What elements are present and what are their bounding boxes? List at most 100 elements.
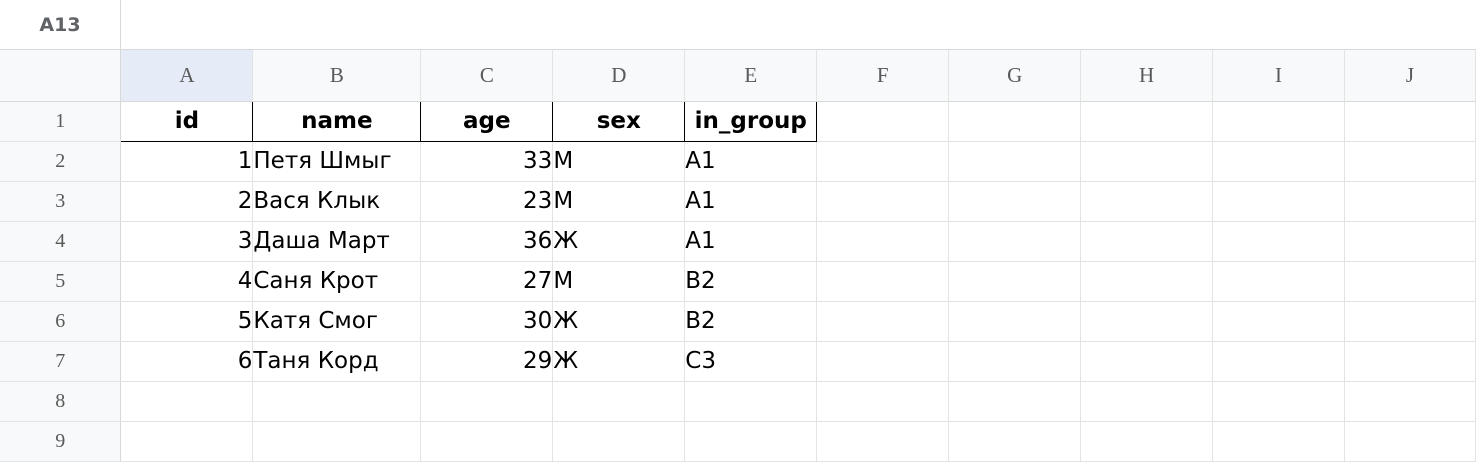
cell-name[interactable]: Катя Смог <box>252 301 422 342</box>
cell[interactable] <box>1344 101 1476 142</box>
cell-name[interactable]: Саня Крот <box>252 261 422 302</box>
cell[interactable] <box>1080 421 1214 462</box>
cell[interactable] <box>816 221 950 262</box>
cell-age[interactable]: 33 <box>420 141 554 182</box>
cell[interactable] <box>1344 341 1476 382</box>
cell[interactable] <box>1080 341 1214 382</box>
cell-sex[interactable]: Ж <box>552 341 686 382</box>
cell[interactable] <box>1212 141 1345 182</box>
cell-sex[interactable]: Ж <box>552 221 686 262</box>
cell[interactable] <box>1212 221 1345 262</box>
formula-input[interactable] <box>121 0 1476 49</box>
cell[interactable] <box>1344 421 1476 462</box>
cell[interactable] <box>816 101 950 142</box>
cell[interactable] <box>684 421 818 462</box>
column-header-f[interactable]: F <box>816 50 950 102</box>
cell[interactable] <box>252 381 422 422</box>
cell-age[interactable]: 29 <box>420 341 554 382</box>
cell[interactable] <box>1080 101 1214 142</box>
cell-id[interactable]: 5 <box>120 301 254 342</box>
column-header-i[interactable]: I <box>1212 50 1345 102</box>
cell[interactable] <box>1080 141 1214 182</box>
cell[interactable] <box>1080 181 1214 222</box>
header-cell-id[interactable]: id <box>120 100 254 142</box>
cell-age[interactable]: 30 <box>420 301 554 342</box>
cell-id[interactable]: 6 <box>120 341 254 382</box>
column-header-g[interactable]: G <box>948 50 1082 102</box>
column-header-d[interactable]: D <box>552 50 686 102</box>
cell[interactable] <box>816 341 950 382</box>
cell[interactable] <box>1212 301 1345 342</box>
cell[interactable] <box>948 141 1082 182</box>
cell[interactable] <box>1344 261 1476 302</box>
cell[interactable] <box>816 301 950 342</box>
cell[interactable] <box>1344 301 1476 342</box>
cell[interactable] <box>1212 381 1345 422</box>
column-header-e[interactable]: E <box>684 50 818 102</box>
cell[interactable] <box>948 381 1082 422</box>
cell-id[interactable]: 1 <box>120 141 254 182</box>
header-cell-sex[interactable]: sex <box>552 100 686 142</box>
cell[interactable] <box>1212 421 1345 462</box>
cell-in-group[interactable]: B2 <box>684 301 818 342</box>
row-header-6[interactable]: 6 <box>0 301 122 342</box>
cell[interactable] <box>1212 181 1345 222</box>
cell[interactable] <box>1344 181 1476 222</box>
row-header-9[interactable]: 9 <box>0 421 122 462</box>
cell-in-group[interactable]: C3 <box>684 341 818 382</box>
cell[interactable] <box>1080 301 1214 342</box>
cell-age[interactable]: 23 <box>420 181 554 222</box>
cell[interactable] <box>948 221 1082 262</box>
row-header-5[interactable]: 5 <box>0 261 122 302</box>
cell-sex[interactable]: М <box>552 141 686 182</box>
cell[interactable] <box>1212 341 1345 382</box>
cell[interactable] <box>948 421 1082 462</box>
cell-name[interactable]: Вася Клык <box>252 181 422 222</box>
cell[interactable] <box>816 141 950 182</box>
cell-name[interactable]: Петя Шмыг <box>252 141 422 182</box>
cell-in-group[interactable]: A1 <box>684 141 818 182</box>
cell[interactable] <box>948 101 1082 142</box>
cell[interactable] <box>120 421 254 462</box>
row-header-4[interactable]: 4 <box>0 221 122 262</box>
cell[interactable] <box>1212 101 1345 142</box>
cell[interactable] <box>948 301 1082 342</box>
row-header-7[interactable]: 7 <box>0 341 122 382</box>
row-header-2[interactable]: 2 <box>0 141 122 182</box>
header-cell-in-group[interactable]: in_group <box>684 100 818 142</box>
column-header-j[interactable]: J <box>1344 50 1476 102</box>
column-header-h[interactable]: H <box>1080 50 1214 102</box>
row-header-3[interactable]: 3 <box>0 181 122 222</box>
cell-in-group[interactable]: A1 <box>684 221 818 262</box>
cell-id[interactable]: 3 <box>120 221 254 262</box>
select-all-corner[interactable] <box>0 50 122 102</box>
cell[interactable] <box>252 421 422 462</box>
cell-age[interactable]: 36 <box>420 221 554 262</box>
cell[interactable] <box>1080 221 1214 262</box>
cell[interactable] <box>948 181 1082 222</box>
cell-in-group[interactable]: A1 <box>684 181 818 222</box>
cell-age[interactable]: 27 <box>420 261 554 302</box>
cell[interactable] <box>120 381 254 422</box>
column-header-b[interactable]: B <box>252 50 422 102</box>
row-header-8[interactable]: 8 <box>0 381 122 422</box>
cell[interactable] <box>1212 261 1345 302</box>
cell[interactable] <box>816 261 950 302</box>
header-cell-age[interactable]: age <box>420 100 554 142</box>
cell[interactable] <box>816 381 950 422</box>
cell[interactable] <box>684 381 818 422</box>
cell[interactable] <box>948 341 1082 382</box>
cell[interactable] <box>552 421 686 462</box>
header-cell-name[interactable]: name <box>252 100 422 142</box>
cell[interactable] <box>1080 381 1214 422</box>
cell-in-group[interactable]: B2 <box>684 261 818 302</box>
cell-sex[interactable]: М <box>552 261 686 302</box>
cell[interactable] <box>1344 141 1476 182</box>
column-header-a[interactable]: A <box>120 50 254 102</box>
cell-sex[interactable]: Ж <box>552 301 686 342</box>
cell-sex[interactable]: М <box>552 181 686 222</box>
column-header-c[interactable]: C <box>420 50 554 102</box>
name-box[interactable]: A13 <box>0 0 121 50</box>
cell[interactable] <box>816 421 950 462</box>
cell[interactable] <box>1080 261 1214 302</box>
